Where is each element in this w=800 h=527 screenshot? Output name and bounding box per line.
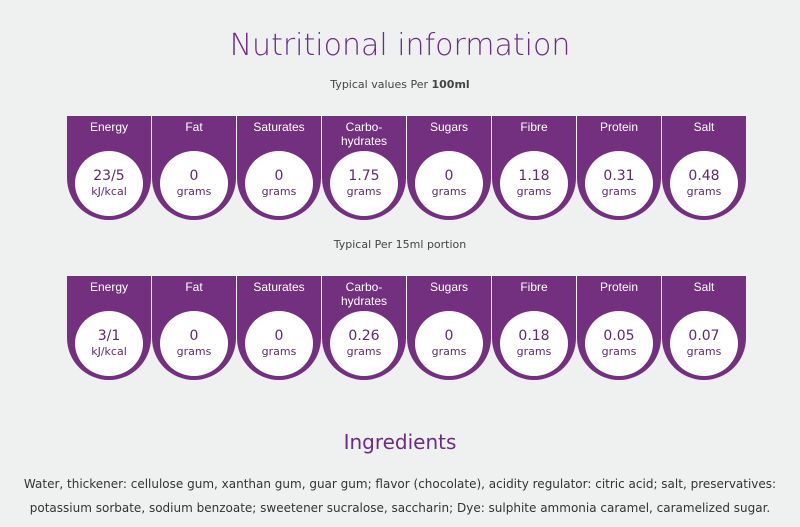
nutrient-unit: grams (431, 185, 467, 198)
nutrient-card-energy: Energy 3/1 kJ/kcal (67, 276, 151, 380)
nutrient-value: 0 (444, 328, 454, 344)
nutrient-value-circle: 0 grams (415, 151, 483, 216)
nutrient-card-fibre: Fibre 1.18 grams (492, 116, 576, 220)
nutrient-label: Saturates (253, 280, 305, 294)
nutrient-unit: grams (176, 345, 212, 358)
nutrient-card-salt: Salt 0.07 grams (662, 276, 746, 380)
nutrient-card-protein: Protein 0.05 grams (577, 276, 661, 380)
caption-amount: 100ml (431, 78, 470, 91)
nutrient-value-circle: 0 grams (245, 311, 313, 376)
nutrient-value-circle: 0.48 grams (670, 151, 738, 216)
nutrient-value: 0 (444, 168, 454, 184)
nutrient-unit: grams (601, 185, 637, 198)
nutrient-label: Carbo-hydrates (340, 280, 388, 308)
page-title: Nutritional information (229, 28, 571, 63)
nutrient-value-circle: 0.05 grams (585, 311, 653, 376)
nutrient-card-fat: Fat 0 grams (152, 116, 236, 220)
nutrient-card-saturates: Saturates 0 grams (237, 276, 321, 380)
nutrient-card-protein: Protein 0.31 grams (577, 116, 661, 220)
ingredients-title: Ingredients (343, 430, 457, 454)
nutrient-unit: grams (431, 345, 467, 358)
nutrient-card-sugars: Sugars 0 grams (407, 116, 491, 220)
nutrient-label: Sugars (429, 120, 469, 134)
nutrient-value-circle: 0.31 grams (585, 151, 653, 216)
nutrient-value-circle: 1.18 grams (500, 151, 568, 216)
nutrient-value-circle: 3/1 kJ/kcal (75, 311, 143, 376)
nutrient-label: Protein (599, 120, 639, 134)
nutrient-value-circle: 0.18 grams (500, 311, 568, 376)
nutrient-card-fat: Fat 0 grams (152, 276, 236, 380)
nutrient-value-circle: 1.75 grams (330, 151, 398, 216)
nutrient-value-circle: 0 grams (245, 151, 313, 216)
nutrient-value-circle: 23/5 kJ/kcal (75, 151, 143, 216)
nutrient-unit: grams (261, 345, 297, 358)
nutrient-card-salt: Salt 0.48 grams (662, 116, 746, 220)
nutrient-value-circle: 0 grams (160, 311, 228, 376)
nutrient-card-carbohydrates: Carbo-hydrates 1.75 grams (322, 116, 406, 220)
nutrient-value: 0.07 (688, 328, 720, 344)
nutrient-label: Energy (89, 120, 129, 134)
nutrient-card-fibre: Fibre 0.18 grams (492, 276, 576, 380)
nutrient-value: 3/1 (97, 328, 121, 344)
nutrient-value: 0.18 (518, 328, 550, 344)
per-100ml-row: Energy 23/5 kJ/kcal Fat 0 grams Saturates … (67, 116, 746, 220)
portion-caption: Typical Per 15ml portion (333, 238, 467, 251)
nutrient-label: Energy (89, 280, 129, 294)
nutrient-value-circle: 0 grams (160, 151, 228, 216)
nutrient-value: 0 (189, 168, 199, 184)
nutrient-label: Saturates (253, 120, 305, 134)
nutrient-value: 0 (274, 328, 284, 344)
nutrient-label: Sugars (429, 280, 469, 294)
per-100ml-caption: Typical values Per 100ml (0, 78, 800, 91)
nutrient-value: 0.05 (603, 328, 635, 344)
caption-text: Typical values Per (330, 78, 432, 91)
nutrient-unit: grams (346, 185, 382, 198)
nutrient-unit: grams (261, 185, 297, 198)
nutrient-label: Salt (693, 120, 715, 134)
nutrient-card-carbohydrates: Carbo-hydrates 0.26 grams (322, 276, 406, 380)
nutrient-unit: grams (346, 345, 382, 358)
nutrient-unit: grams (516, 185, 552, 198)
ingredients-text: Water, thickener: cellulose gum, xanthan… (23, 477, 777, 515)
nutrient-value-circle: 0.07 grams (670, 311, 738, 376)
nutrient-value-circle: 0.26 grams (330, 311, 398, 376)
nutrient-value-circle: 0 grams (415, 311, 483, 376)
nutrient-unit: grams (516, 345, 552, 358)
nutrient-label: Salt (693, 280, 715, 294)
nutrient-unit: grams (176, 185, 212, 198)
nutrient-value: 1.75 (348, 168, 380, 184)
nutrient-label: Fibre (520, 120, 548, 134)
nutrient-label: Fat (185, 120, 203, 134)
nutrient-value: 0.26 (348, 328, 380, 344)
nutrient-unit: grams (686, 345, 722, 358)
nutrient-value: 1.18 (518, 168, 550, 184)
nutrient-value: 0 (274, 168, 284, 184)
nutrient-unit: grams (601, 345, 637, 358)
nutrient-label: Protein (599, 280, 639, 294)
per-portion-row: Energy 3/1 kJ/kcal Fat 0 grams Saturates 0… (67, 276, 746, 380)
nutrient-value: 23/5 (93, 168, 125, 184)
nutrient-card-saturates: Saturates 0 grams (237, 116, 321, 220)
nutrient-unit: kJ/kcal (91, 345, 127, 358)
nutrient-value: 0 (189, 328, 199, 344)
nutrient-unit: grams (686, 185, 722, 198)
nutrient-card-sugars: Sugars 0 grams (407, 276, 491, 380)
nutrient-unit: kJ/kcal (91, 185, 127, 198)
nutrient-label: Fibre (520, 280, 548, 294)
nutrient-value: 0.31 (603, 168, 635, 184)
nutrient-card-energy: Energy 23/5 kJ/kcal (67, 116, 151, 220)
nutrient-label: Carbo-hydrates (340, 120, 388, 148)
nutrient-label: Fat (185, 280, 203, 294)
nutrient-value: 0.48 (688, 168, 720, 184)
